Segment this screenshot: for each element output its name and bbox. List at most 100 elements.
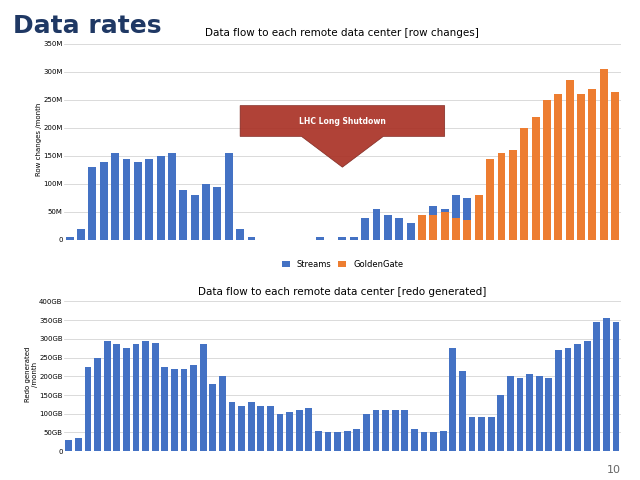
Bar — [486, 201, 494, 240]
Bar — [611, 92, 619, 240]
Bar — [305, 408, 312, 451]
Bar — [497, 153, 506, 240]
Bar — [600, 212, 608, 240]
Bar — [296, 410, 303, 451]
Bar — [532, 217, 540, 240]
Bar — [459, 371, 466, 451]
Bar — [418, 223, 426, 240]
Bar — [520, 215, 528, 240]
Bar — [430, 432, 437, 451]
Bar — [507, 376, 514, 451]
Bar — [161, 367, 168, 451]
Bar — [612, 322, 620, 451]
Bar — [509, 212, 517, 240]
Bar — [350, 237, 358, 240]
Bar — [248, 237, 255, 240]
Bar — [584, 341, 591, 451]
Bar — [475, 195, 483, 240]
Bar — [452, 195, 460, 240]
Bar — [526, 374, 533, 451]
Bar — [113, 345, 120, 451]
Bar — [179, 190, 188, 240]
Bar — [257, 406, 264, 451]
Bar — [100, 162, 108, 240]
Bar — [577, 209, 585, 240]
Bar — [488, 418, 495, 451]
Bar — [463, 220, 472, 240]
Bar — [401, 410, 408, 451]
Bar — [441, 212, 449, 240]
Bar — [420, 432, 428, 451]
Bar — [132, 345, 140, 451]
Bar — [202, 184, 210, 240]
Bar — [88, 167, 97, 240]
Bar — [225, 153, 233, 240]
Bar — [574, 345, 581, 451]
Bar — [603, 318, 610, 451]
Bar — [536, 376, 543, 451]
Bar — [516, 378, 524, 451]
Bar — [316, 237, 324, 240]
Bar — [543, 100, 551, 240]
Bar — [372, 209, 380, 240]
Bar — [475, 195, 483, 240]
Bar — [396, 217, 403, 240]
Bar — [372, 410, 380, 451]
Bar — [588, 89, 596, 240]
Bar — [384, 215, 392, 240]
Bar — [353, 429, 360, 451]
Bar — [134, 162, 142, 240]
Bar — [449, 348, 456, 451]
Bar — [276, 414, 284, 451]
Bar — [191, 195, 198, 240]
Bar — [75, 438, 82, 451]
Bar — [236, 229, 244, 240]
Bar — [554, 95, 563, 240]
Bar — [228, 403, 236, 451]
Bar — [94, 358, 101, 451]
Bar — [411, 429, 418, 451]
Bar — [406, 223, 415, 240]
Text: 10: 10 — [607, 465, 621, 475]
Bar — [363, 414, 370, 451]
Bar — [111, 153, 119, 240]
Bar — [66, 237, 74, 240]
Bar — [468, 418, 476, 451]
Bar — [324, 432, 332, 451]
Bar — [84, 367, 92, 451]
Bar — [543, 215, 551, 240]
Bar — [104, 341, 111, 451]
Bar — [122, 159, 131, 240]
Bar — [532, 117, 540, 240]
Bar — [497, 206, 506, 240]
Bar — [440, 431, 447, 451]
Bar — [219, 376, 226, 451]
Bar — [152, 343, 159, 451]
Bar — [238, 406, 245, 451]
Bar — [463, 198, 472, 240]
Bar — [157, 156, 164, 240]
Bar — [361, 217, 369, 240]
Bar — [520, 128, 528, 240]
Bar — [564, 348, 572, 451]
Bar — [77, 229, 85, 240]
Bar — [213, 187, 221, 240]
Bar — [145, 159, 153, 240]
Bar — [593, 322, 600, 451]
Text: Data rates: Data rates — [13, 14, 161, 38]
Bar — [429, 206, 437, 240]
Bar — [168, 153, 176, 240]
Bar — [334, 432, 341, 451]
Polygon shape — [240, 106, 445, 167]
Bar — [441, 209, 449, 240]
Bar — [486, 159, 494, 240]
Bar — [123, 348, 130, 451]
Bar — [209, 384, 216, 451]
Bar — [190, 365, 197, 451]
Bar — [497, 395, 504, 451]
Bar — [545, 378, 552, 451]
Bar — [142, 341, 149, 451]
Bar — [65, 440, 72, 451]
Bar — [315, 431, 322, 451]
Bar — [566, 80, 573, 240]
